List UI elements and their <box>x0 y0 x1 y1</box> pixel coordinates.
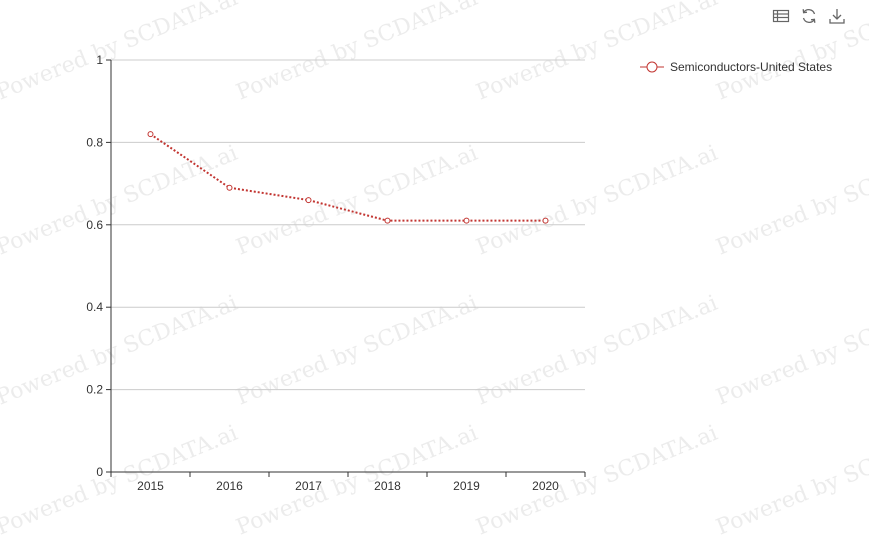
download-icon[interactable] <box>827 6 847 26</box>
y-tick-label: 1 <box>96 53 103 67</box>
x-tick-label: 2018 <box>374 479 401 493</box>
x-tick-label: 2019 <box>453 479 480 493</box>
chart-toolbar <box>771 6 847 26</box>
data-point <box>305 197 312 204</box>
grid-lines <box>111 59 585 391</box>
legend-label: Semiconductors-United States <box>670 60 833 74</box>
x-tick-label: 2016 <box>216 479 243 493</box>
y-tick-label: 0.2 <box>86 383 103 397</box>
data-point <box>147 131 154 138</box>
data-point <box>226 184 233 191</box>
data-point <box>384 217 391 224</box>
x-tick-label: 2017 <box>295 479 322 493</box>
data-view-icon[interactable] <box>771 6 791 26</box>
series-line <box>149 133 546 222</box>
refresh-icon[interactable] <box>799 6 819 26</box>
data-point <box>542 217 549 224</box>
y-tick-label: 0.6 <box>86 218 103 232</box>
series-layer <box>147 131 549 224</box>
legend-marker-icon <box>640 61 664 73</box>
y-tick-label: 0 <box>96 465 103 479</box>
y-tick-label: 0.4 <box>86 300 103 314</box>
x-tick-label: 2015 <box>137 479 164 493</box>
x-tick-label: 2020 <box>532 479 559 493</box>
y-tick-label: 0.8 <box>86 135 103 149</box>
data-point <box>463 217 470 224</box>
legend-item[interactable]: Semiconductors-United States <box>640 60 832 74</box>
axes: 0 0.2 0.4 0.6 0.8 1 2015 2016 2017 2018 2019 2020 <box>86 53 586 493</box>
